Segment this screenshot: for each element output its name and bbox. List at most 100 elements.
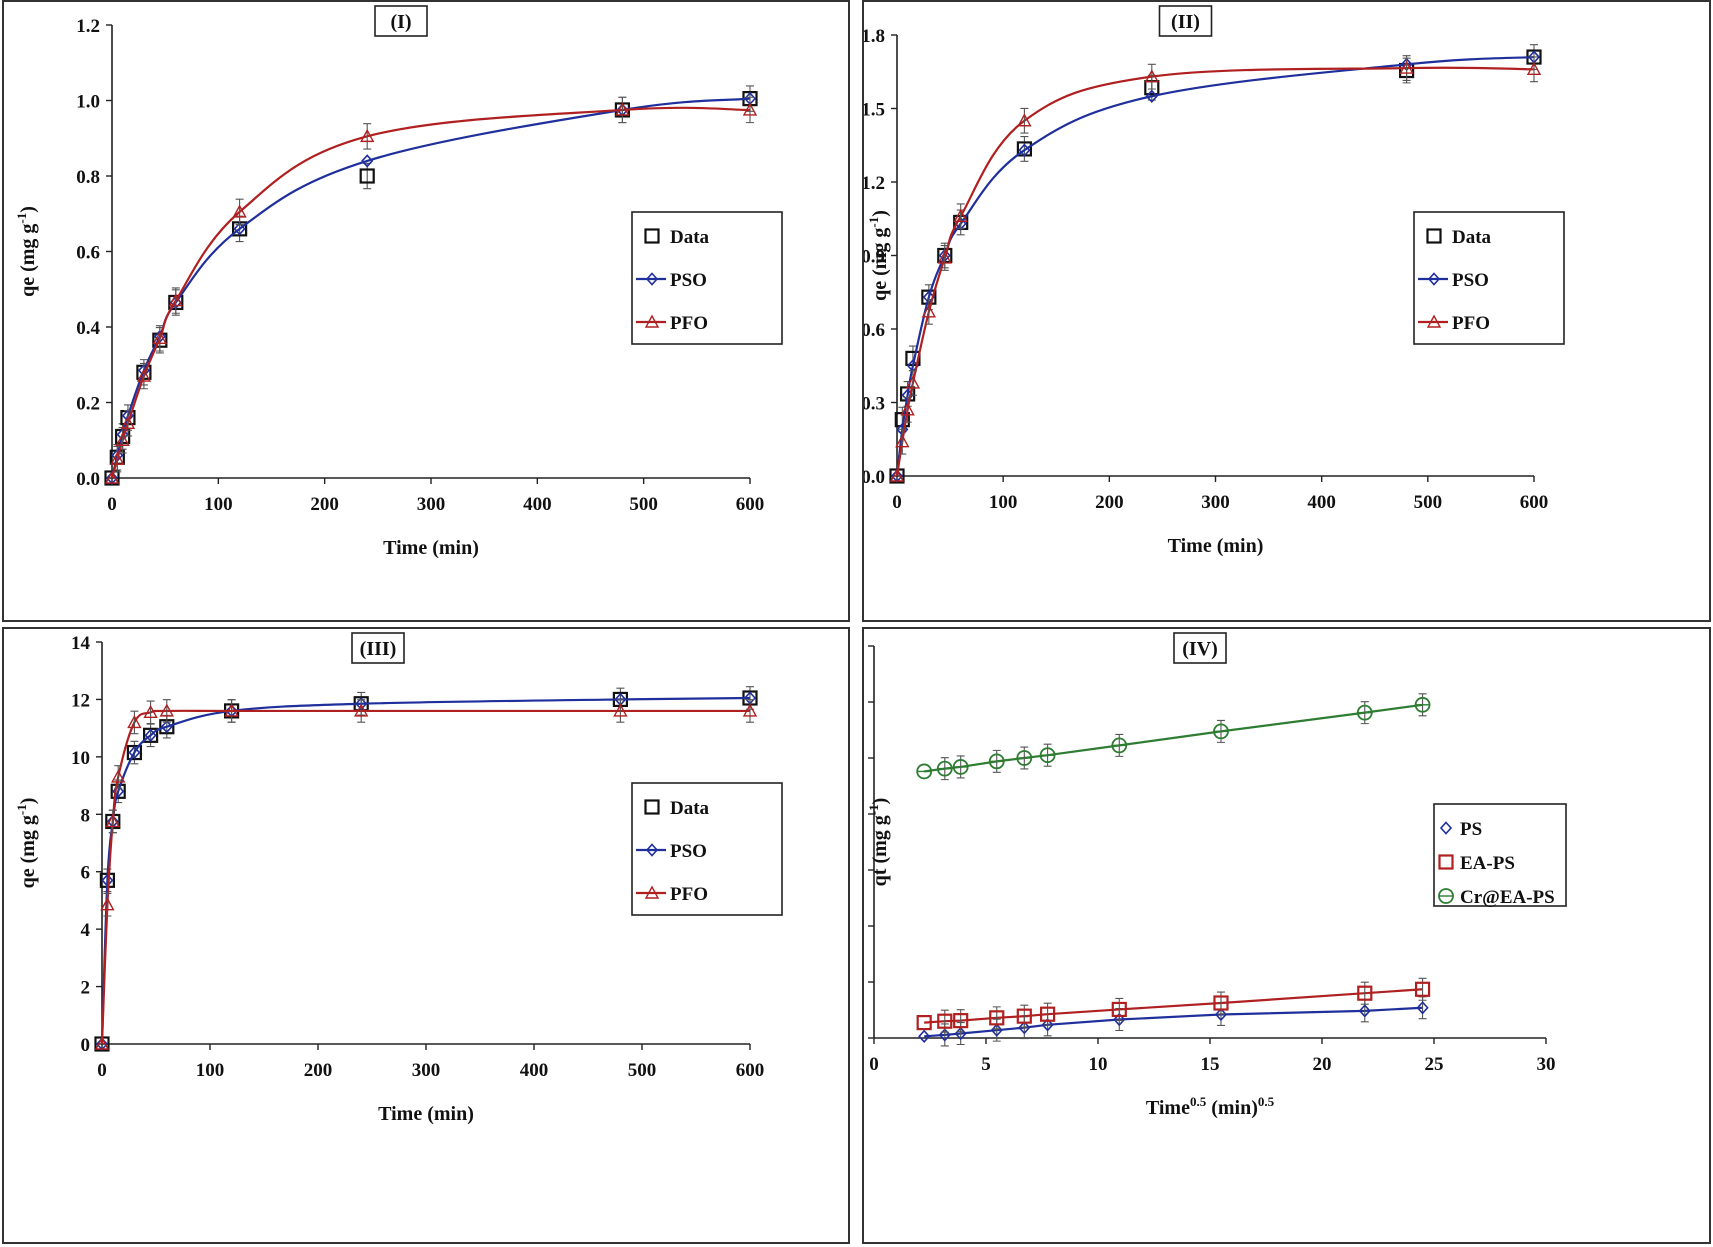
data-point [1214, 1007, 1228, 1022]
data-point [1018, 1020, 1031, 1035]
error-bar [114, 765, 123, 789]
data-point [160, 720, 173, 734]
x-tick-label: 300 [412, 1060, 441, 1081]
y-axis-label: qe (mg g-1) [866, 210, 891, 301]
data-point [1041, 1018, 1054, 1032]
x-tick-label: 100 [204, 494, 233, 515]
data-point [989, 1010, 1005, 1026]
legend-marker [1438, 854, 1454, 870]
x-label-sup: 0.5 [1190, 1094, 1207, 1109]
legend-marker [1426, 228, 1442, 244]
data-point [152, 330, 168, 345]
data-point [1526, 61, 1542, 75]
x-tick-label: 10 [1089, 1054, 1108, 1075]
error-bar [898, 428, 907, 455]
error-bar [227, 699, 236, 723]
y-tick-label: 1.0 [76, 92, 100, 113]
legend-marker [644, 885, 660, 899]
data-point [100, 897, 115, 911]
data-point [1113, 1012, 1126, 1027]
error-bar [908, 370, 917, 396]
panel-III: 0 100 200 300 400 500 600 0 2 4 6 8 10 12 14 (III) Time … [2, 627, 850, 1244]
data-point [921, 304, 937, 318]
data-point [1213, 995, 1229, 1011]
error-bar [139, 362, 148, 390]
data-point [110, 451, 125, 465]
data-point [613, 703, 628, 717]
panel-title-box [1158, 5, 1213, 37]
chart-svg: 0 100 200 300 400 500 600 0.0 0.2 0.4 0.6 0.8 1.0 1.2… [14, 5, 783, 559]
data-point [360, 128, 375, 143]
x-tick-label: 200 [1095, 492, 1124, 513]
panel-title: (III) [360, 638, 397, 660]
data-point [127, 714, 142, 729]
x-tick-label: 500 [1414, 492, 1443, 513]
x-tick-label: 20 [1313, 1054, 1332, 1075]
y-label-close: ) [869, 210, 891, 217]
x-tick-label: 600 [736, 1060, 765, 1081]
data-point [905, 375, 921, 389]
data-point [1016, 1008, 1032, 1024]
legend-marker [1439, 821, 1453, 835]
data-point [144, 728, 157, 743]
legend-label: PSO [670, 270, 707, 291]
x-tick-label: 100 [989, 492, 1018, 513]
legend-label: Cr@EA-PS [1460, 887, 1555, 908]
y-label-close: ) [869, 798, 891, 805]
y-tick-label: 14 [71, 633, 91, 654]
data-point [354, 703, 369, 717]
data-point [232, 204, 247, 218]
y-label-sup: -1 [14, 213, 29, 224]
legend-marker [644, 228, 660, 244]
y-tick-label: 0 [81, 1035, 91, 1056]
legend-label: Data [1452, 227, 1492, 248]
x-tick-label: 15 [1201, 1054, 1220, 1075]
error-bar [746, 96, 754, 124]
error-bar [956, 203, 965, 230]
y-tick-label: 0.9 [864, 247, 885, 268]
y-tick-label: 0.2 [76, 394, 100, 415]
x-axis-label: Time (min) [378, 1103, 474, 1125]
error-bar [162, 699, 171, 723]
data-point [953, 1013, 969, 1029]
y-tick-label: 0.4 [76, 318, 100, 339]
series-ea-ps [916, 977, 1431, 1033]
y-tick-label: 12 [71, 690, 90, 711]
panel-title: (I) [390, 11, 411, 33]
data-point [937, 1013, 953, 1029]
series-line [924, 988, 1423, 1024]
legend-label: PSO [670, 841, 707, 862]
legend-label: PFO [1452, 313, 1490, 334]
data-point [1145, 89, 1158, 103]
x-tick-label: 0 [97, 1060, 107, 1081]
x-tick-label: 600 [1520, 492, 1549, 513]
data-point [1144, 69, 1159, 83]
error-bar [357, 699, 366, 723]
data-point [105, 814, 120, 828]
legend-marker [1426, 314, 1442, 328]
x-axis-label: Time0.5 (min)0.5 [1146, 1094, 1275, 1119]
y-tick-label: 10 [71, 748, 90, 769]
x-tick-label: 300 [417, 494, 446, 515]
x-tick-label: 0 [107, 494, 117, 515]
panel-title: (II) [1171, 11, 1200, 33]
y-tick-label: 0.6 [864, 320, 885, 341]
error-bar [616, 699, 625, 723]
panel-II: 0 100 200 300 400 500 600 0.0 0.3 0.6 0.9 1.2 1.5 1.8… [862, 0, 1711, 622]
y-tick-label: 0.0 [864, 467, 885, 488]
y-axis-label: qt (mg g-1) [866, 798, 891, 887]
y-label-base: qe (mg g [17, 815, 39, 888]
y-label-base: qe (mg g [869, 228, 891, 301]
x-tick-label: 0 [869, 1054, 879, 1075]
error-bar [146, 700, 155, 725]
x-label-unit: (min) [1206, 1097, 1258, 1119]
x-tick-label: 400 [520, 1060, 549, 1081]
legend-label: PSO [1452, 270, 1489, 291]
x-tick-label: 400 [523, 494, 552, 515]
panel-IV: 05101520253002468101214(IV)Time0.5 (min)… [862, 627, 1711, 1244]
series-cr-ea-ps [916, 693, 1431, 781]
series-line [924, 703, 1423, 773]
x-tick-label: 600 [736, 494, 765, 515]
error-bar [363, 123, 372, 150]
x-tick-label: 200 [304, 1060, 333, 1081]
